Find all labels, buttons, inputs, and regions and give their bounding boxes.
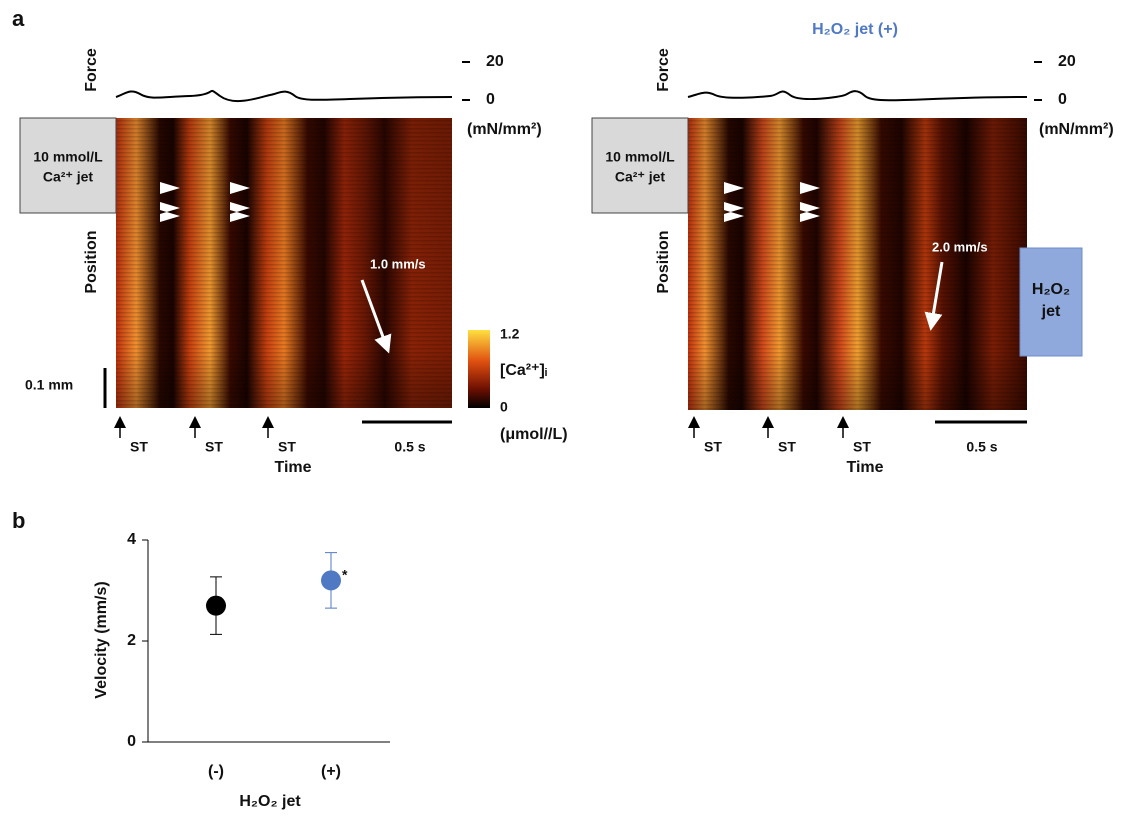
velocity-label: 2.0 mm/s	[932, 239, 988, 254]
position-label: Position	[83, 230, 100, 293]
force-label: Force	[655, 48, 672, 92]
force-unit: (mN/mm²)	[1039, 121, 1114, 138]
time-label: Time	[274, 459, 311, 476]
panel-label: b	[12, 508, 25, 533]
time-scale: 0.5 s	[394, 439, 425, 455]
side-jet-label: jet	[1041, 303, 1061, 320]
panel-label: a	[12, 6, 25, 31]
st-label: ST	[704, 439, 722, 455]
position-label: Position	[655, 230, 672, 293]
st-label: ST	[205, 439, 223, 455]
x-tick-label: (+)	[321, 763, 341, 780]
force-label: Force	[83, 48, 100, 92]
side-jet-label: H₂O₂	[1032, 281, 1070, 298]
point	[321, 570, 341, 591]
colorbar-label: [Ca²⁺]ᵢ	[500, 362, 547, 379]
colorbar-unit: (μmol//L)	[500, 426, 568, 443]
st-label: ST	[853, 439, 871, 455]
st-label: ST	[130, 439, 148, 455]
jet-label: Ca²⁺ jet	[43, 169, 94, 185]
annotation: *	[342, 567, 348, 583]
jet-label: 10 mmol/L	[33, 149, 103, 165]
jet-label: Ca²⁺ jet	[615, 169, 666, 185]
colorbar-min: 0	[500, 399, 508, 415]
layout	[19, 61, 1083, 438]
x-label: H₂O₂ jet	[239, 793, 301, 810]
force-tick: 20	[1058, 53, 1076, 70]
st-label: ST	[778, 439, 796, 455]
x-tick-label: (-)	[208, 763, 224, 780]
force-tick: 0	[486, 91, 495, 108]
colorbar-max: 1.2	[500, 326, 520, 342]
panel-title: H₂O₂ jet (+)	[812, 21, 898, 38]
jet-label: 10 mmol/L	[605, 149, 675, 165]
st-label: ST	[278, 439, 296, 455]
y-label: Velocity (mm/s)	[93, 581, 110, 698]
force-unit: (mN/mm²)	[467, 121, 542, 138]
force-tick: 0	[1058, 91, 1067, 108]
time-scale: 0.5 s	[966, 439, 997, 455]
point	[206, 595, 226, 616]
y-tick-label: 2	[127, 632, 136, 649]
y-tick-label: 0	[127, 733, 136, 750]
y-tick-label: 4	[127, 531, 136, 548]
force-tick: 20	[486, 53, 504, 70]
velocity-label: 1.0 mm/s	[370, 256, 426, 271]
time-label: Time	[846, 459, 883, 476]
distance-scale: 0.1 mm	[25, 377, 73, 393]
